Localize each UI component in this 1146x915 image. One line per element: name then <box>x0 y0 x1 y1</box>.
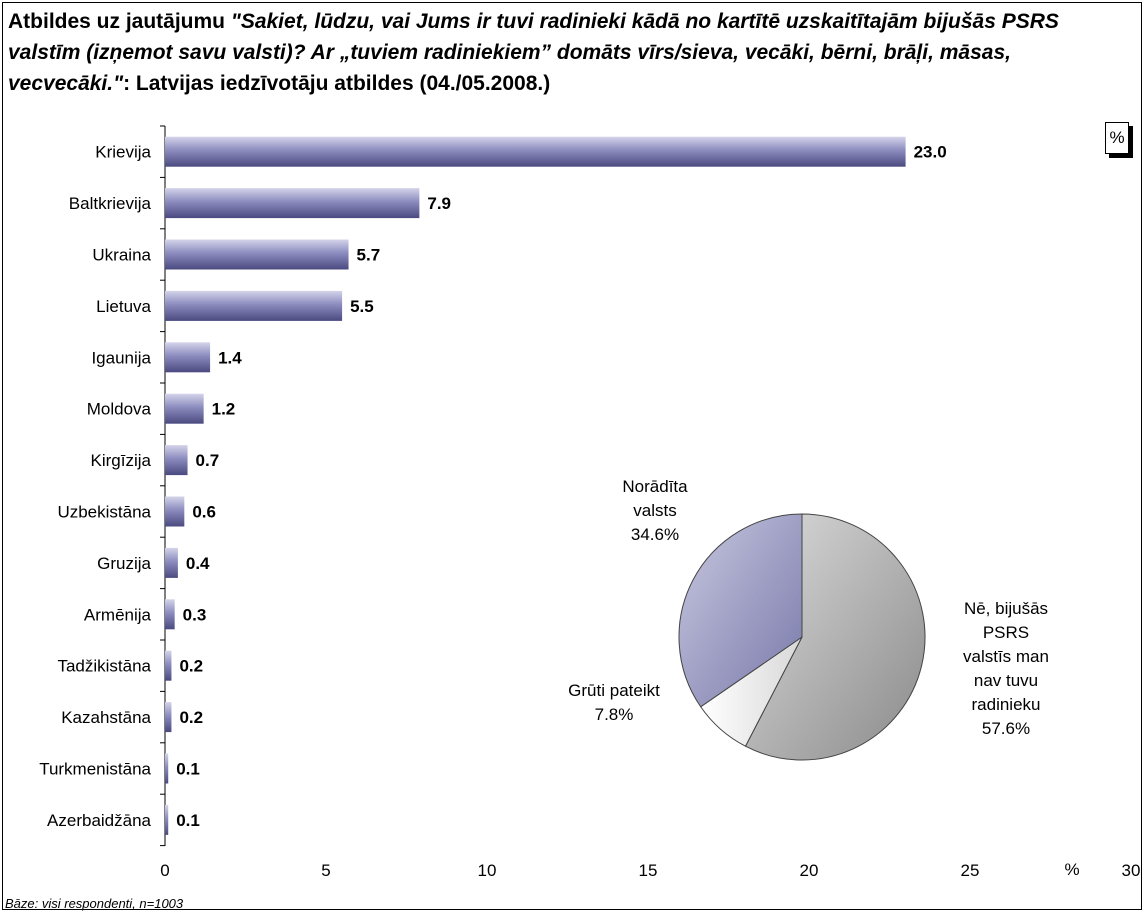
category-label: Ukraina <box>92 246 151 265</box>
value-label: 0.1 <box>176 760 200 779</box>
bar-gruzija <box>165 547 178 578</box>
unit-box: % <box>1105 122 1129 154</box>
value-label: 0.2 <box>179 657 203 676</box>
category-label: Armēnija <box>84 605 152 624</box>
x-tick-label: 30 <box>1122 861 1141 880</box>
bar-moldova <box>165 393 204 424</box>
bar-kazahstāna <box>165 702 172 733</box>
category-label: Turkmenistāna <box>39 760 151 779</box>
category-label: Kirgīzija <box>91 451 152 470</box>
pie-chart: Nē, bijušās PSRS valstīs man nav tuvu radini… <box>568 477 1049 761</box>
pie-slice <box>744 513 926 761</box>
title-suffix: : Latvijas iedzīvotāju atbildes (04./05.… <box>123 72 551 95</box>
value-label: 23.0 <box>914 143 947 162</box>
bar-krievija <box>165 136 906 167</box>
bar-lietuva <box>165 290 343 321</box>
title-prefix: Atbildes uz jautājumu <box>8 10 231 33</box>
category-label: Gruzija <box>97 554 151 573</box>
x-tick-label: 10 <box>478 861 497 880</box>
value-label: 0.6 <box>192 503 216 522</box>
pie-slice <box>678 513 803 708</box>
footnote: Bāze: visi respondenti, n=1003 <box>5 896 184 911</box>
bar-tadžikistāna <box>165 650 172 681</box>
value-label: 5.7 <box>357 246 381 265</box>
bar-turkmenistāna <box>165 753 169 784</box>
category-label: Krievija <box>95 143 151 162</box>
category-label: Tadžikistāna <box>57 657 151 676</box>
x-tick-label: 0 <box>160 861 169 880</box>
pie-slice-label: Grūti pateikt 7.8% <box>568 681 660 724</box>
category-label: Lietuva <box>96 297 151 316</box>
x-tick-label: 5 <box>321 861 330 880</box>
bar-uzbekistāna <box>165 496 185 527</box>
title-question: "Sakiet, lūdzu, vai Jums ir tuvi radinie… <box>8 10 1059 95</box>
bar-armēnija <box>165 599 175 630</box>
value-label: 0.1 <box>176 811 200 830</box>
category-label: Uzbekistāna <box>57 503 151 522</box>
pie-slice-label: Nē, bijušās PSRS valstīs man nav tuvu radini… <box>963 599 1049 738</box>
value-label: 0.3 <box>183 605 207 624</box>
value-label: 0.2 <box>179 708 203 727</box>
category-label: Kazahstāna <box>61 708 151 727</box>
bar-baltkrievija <box>165 188 420 219</box>
x-tick-label: 15 <box>639 861 658 880</box>
x-tick-label: 20 <box>800 861 819 880</box>
value-label: 1.2 <box>212 400 236 419</box>
chart-title: Atbildes uz jautājumu "Sakiet, lūdzu, va… <box>8 6 1128 99</box>
category-label: Moldova <box>87 400 152 419</box>
bar-azerbaidžāna <box>165 804 169 835</box>
value-label: 7.9 <box>427 194 451 213</box>
value-label: 0.7 <box>196 451 220 470</box>
value-label: 1.4 <box>218 348 242 367</box>
bar-chart: Krievija 23.0 Baltkrievija 7.9 Ukraina 5.7 Lie… <box>39 125 1141 880</box>
value-label: 0.4 <box>186 554 210 573</box>
pie-slice-label: Norādīta valsts 34.6% <box>622 477 688 544</box>
x-tick-label: 25 <box>961 861 980 880</box>
bar-igaunija <box>165 342 211 373</box>
value-label: 5.5 <box>350 297 374 316</box>
x-axis-label: % <box>1064 860 1079 879</box>
bar-kirgīzija <box>165 445 188 476</box>
category-label: Azerbaidžāna <box>47 811 152 830</box>
category-label: Igaunija <box>91 348 151 367</box>
category-label: Baltkrievija <box>69 194 152 213</box>
bar-ukraina <box>165 239 349 270</box>
